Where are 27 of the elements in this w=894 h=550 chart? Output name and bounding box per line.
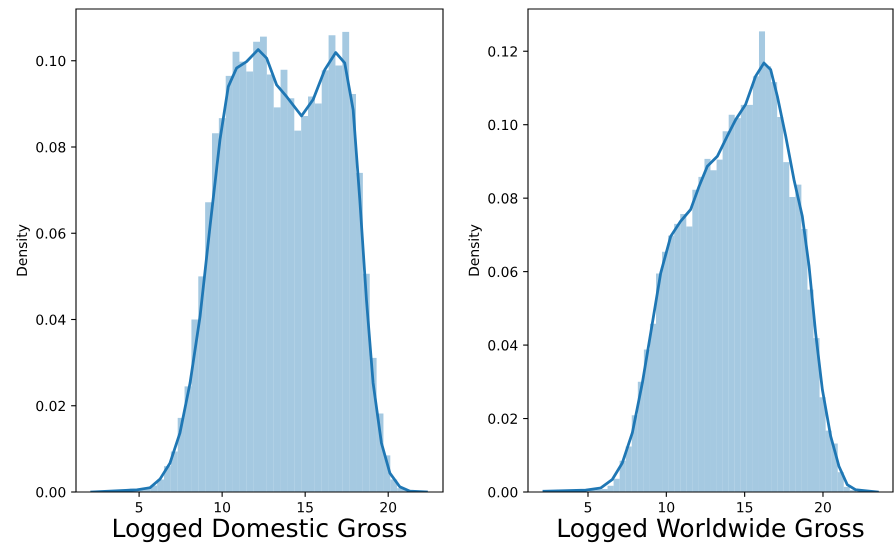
y-tick-label: 0.02 <box>488 414 517 424</box>
y-tick-label: 0.06 <box>36 228 66 239</box>
x-axis-title: Logged Domestic Gross <box>114 518 406 542</box>
x-tick-label: 15 <box>737 502 752 512</box>
y-tick-label: 0.06 <box>488 266 518 278</box>
y-tick-label: 0.04 <box>488 340 518 351</box>
y-tick-label: 0.08 <box>36 142 66 152</box>
y-axis-title: Density <box>468 224 482 276</box>
x-tick-label: 15 <box>298 502 313 512</box>
y-tick-label: 0.12 <box>488 46 517 57</box>
y-tick-label: 0.10 <box>36 56 66 66</box>
y-tick-label: 0.04 <box>36 314 66 325</box>
y-tick-label: 0.10 <box>488 120 518 130</box>
x-tick-label: 5 <box>584 502 592 512</box>
x-axis-title: Logged Worldwide Gross <box>558 518 864 542</box>
x-tick-label: 10 <box>214 502 230 512</box>
x-tick-label: 10 <box>659 502 674 512</box>
x-tick-label: 5 <box>136 502 142 512</box>
x-tick-label: 20 <box>815 502 831 512</box>
y-tick-label: 0.00 <box>488 486 518 498</box>
y-axis-title: Density <box>16 224 30 276</box>
y-tick-label: 0.08 <box>488 193 518 204</box>
y-tick-label: 0.00 <box>36 486 66 498</box>
y-tick-label: 0.02 <box>36 400 65 412</box>
x-tick-label: 20 <box>380 502 396 512</box>
line-series <box>90 48 428 492</box>
line-series <box>542 62 879 492</box>
